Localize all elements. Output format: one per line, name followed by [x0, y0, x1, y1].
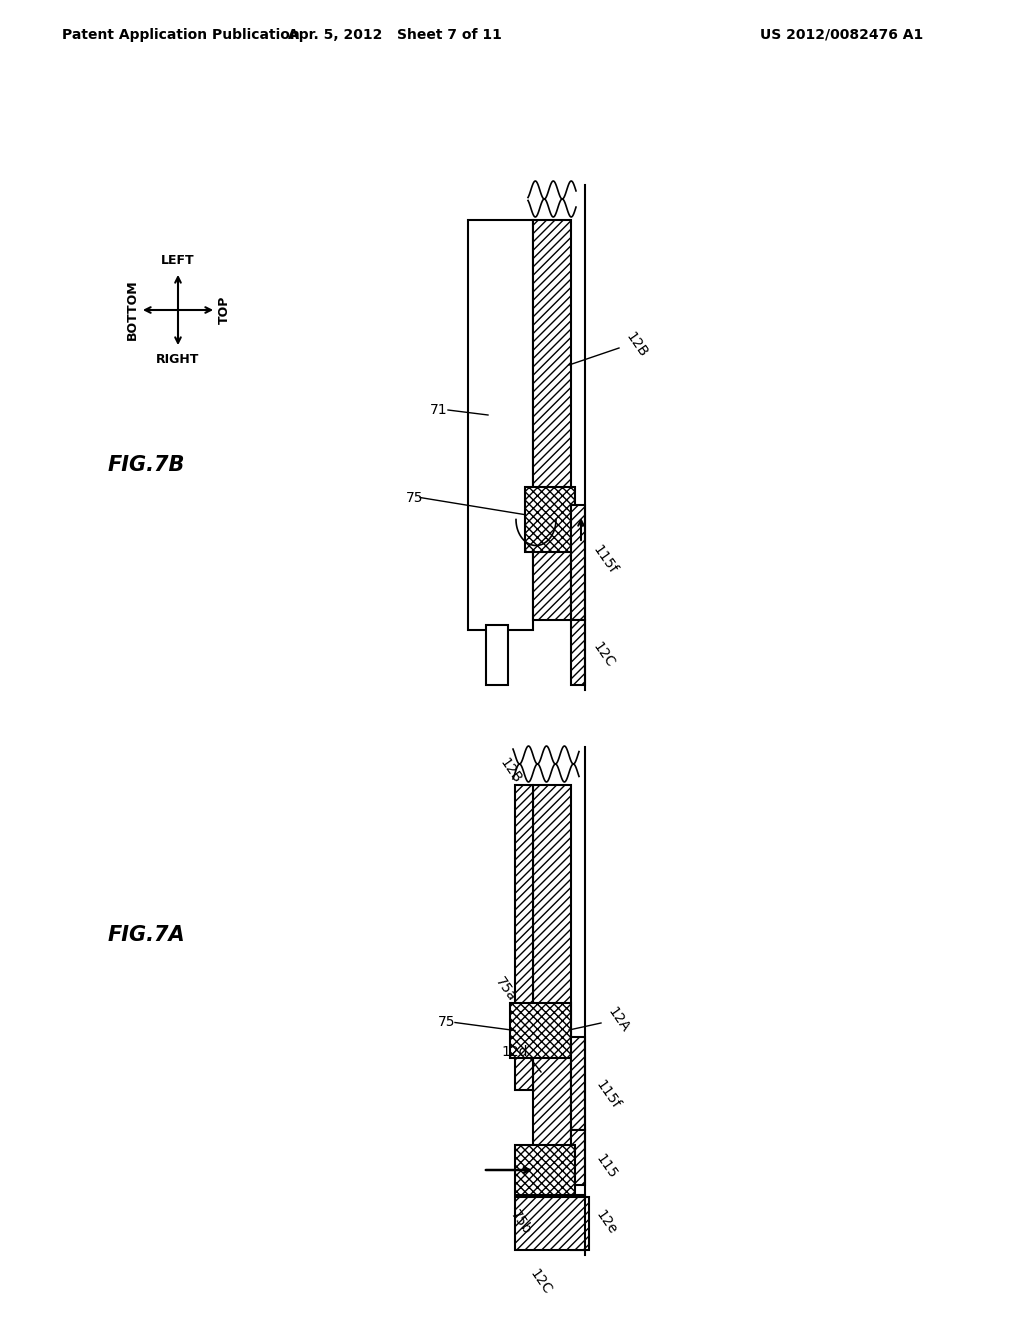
- Text: 12C: 12C: [527, 1267, 554, 1298]
- Text: 12B: 12B: [497, 756, 524, 787]
- Bar: [515, 785, 534, 1090]
- Text: 115f: 115f: [590, 543, 620, 577]
- Text: FIG.7A: FIG.7A: [108, 925, 185, 945]
- Text: LEFT: LEFT: [161, 253, 195, 267]
- Text: 12A: 12A: [605, 1005, 632, 1035]
- Text: 12e: 12e: [593, 1208, 620, 1237]
- Text: 75: 75: [406, 491, 424, 504]
- Text: BOTTOM: BOTTOM: [126, 280, 138, 341]
- Text: Apr. 5, 2012   Sheet 7 of 11: Apr. 5, 2012 Sheet 7 of 11: [288, 28, 502, 42]
- Bar: [534, 785, 571, 1185]
- Bar: [571, 506, 585, 620]
- Bar: [571, 1130, 585, 1185]
- Text: FIG.7B: FIG.7B: [108, 455, 185, 475]
- Bar: [571, 1195, 585, 1250]
- Bar: [486, 624, 508, 685]
- Text: US 2012/0082476 A1: US 2012/0082476 A1: [760, 28, 924, 42]
- Text: 71: 71: [430, 403, 447, 417]
- Bar: [468, 220, 534, 630]
- Bar: [534, 220, 571, 620]
- Text: Patent Application Publication: Patent Application Publication: [62, 28, 300, 42]
- Text: 75a: 75a: [492, 974, 518, 1003]
- Text: RIGHT: RIGHT: [157, 352, 200, 366]
- Bar: [510, 1003, 571, 1059]
- Bar: [571, 1038, 585, 1130]
- Bar: [515, 1144, 575, 1195]
- Text: 75b: 75b: [507, 1208, 534, 1238]
- Bar: [571, 620, 585, 685]
- Text: 115f: 115f: [593, 1078, 623, 1111]
- Text: TOP: TOP: [217, 296, 230, 325]
- Text: 115: 115: [593, 1152, 620, 1181]
- Text: 12d: 12d: [502, 1045, 528, 1059]
- Text: 75: 75: [438, 1015, 456, 1030]
- Bar: [525, 487, 575, 552]
- Bar: [515, 1197, 589, 1250]
- Text: 12B: 12B: [623, 330, 650, 360]
- Text: 12C: 12C: [590, 640, 617, 671]
